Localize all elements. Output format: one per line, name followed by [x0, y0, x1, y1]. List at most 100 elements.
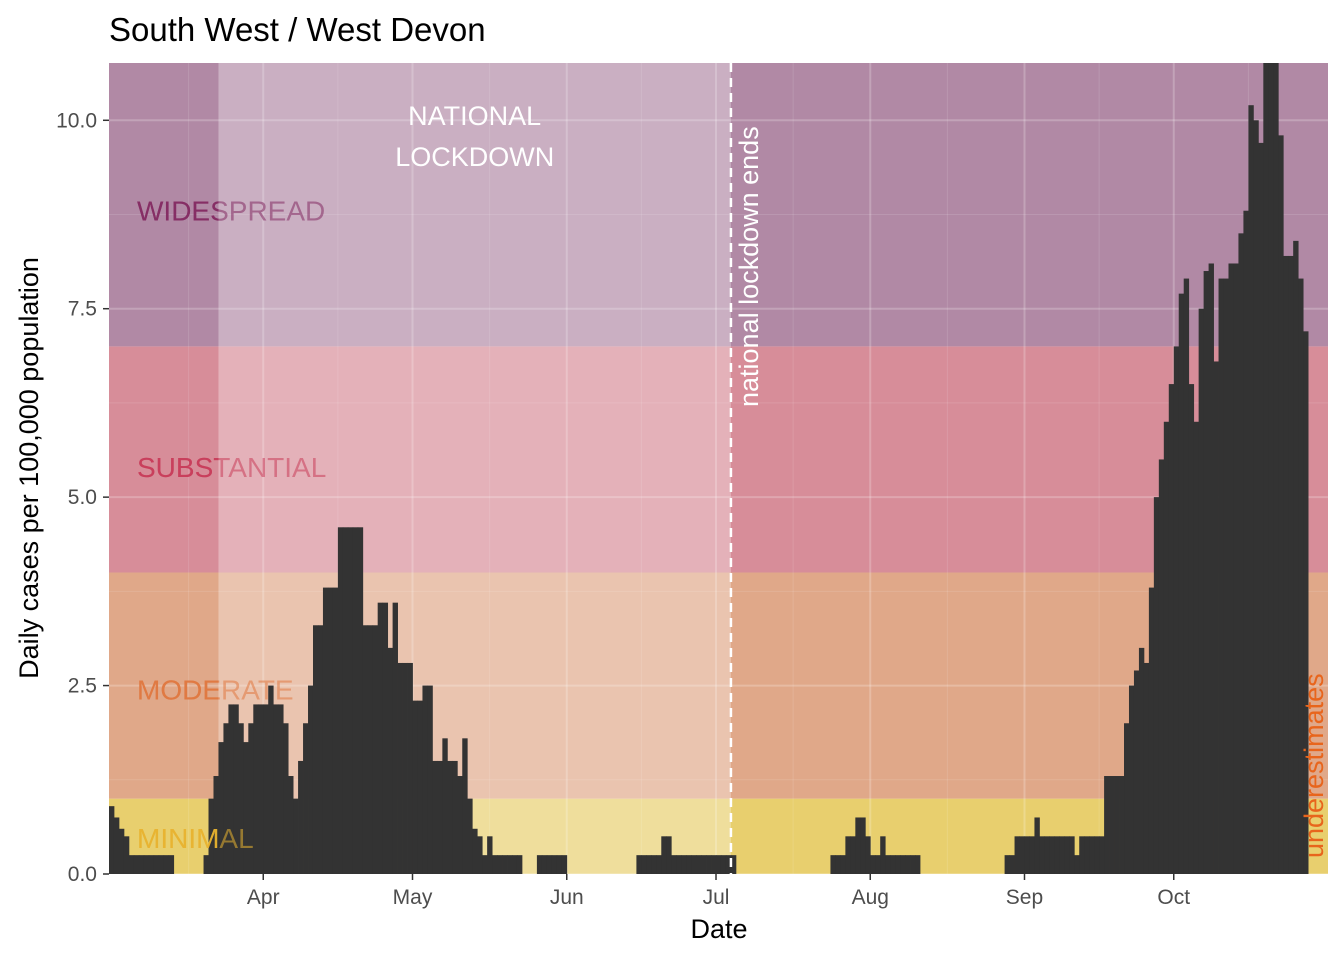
- bar: [1004, 855, 1010, 874]
- bar: [656, 855, 662, 874]
- bar: [248, 723, 254, 874]
- bar: [641, 855, 647, 874]
- bar: [661, 836, 667, 874]
- bar: [1089, 836, 1095, 874]
- bar: [716, 855, 722, 874]
- underestimates-label: underestimates: [1299, 673, 1329, 858]
- bar: [1104, 776, 1110, 874]
- bar: [168, 855, 175, 874]
- y-tick-label: 10.0: [56, 109, 97, 132]
- x-axis: Apr May Jun Jul Aug Sep Oct: [247, 874, 1190, 909]
- band-labels: MINIMALMINIMALMODERATEMODERATESUBSTANTIA…: [137, 196, 326, 854]
- bar: [1119, 776, 1125, 874]
- bar: [1283, 255, 1289, 875]
- bar: [890, 855, 896, 874]
- bar: [138, 855, 145, 874]
- bar: [303, 723, 309, 874]
- bar: [317, 625, 324, 874]
- bar: [1303, 331, 1309, 874]
- bar: [1133, 670, 1140, 874]
- bar: [1029, 836, 1035, 874]
- bar: [1094, 836, 1100, 874]
- bar: [258, 704, 264, 874]
- bar: [417, 700, 423, 874]
- bar: [118, 828, 125, 874]
- bar: [1138, 647, 1145, 874]
- bar: [720, 855, 727, 874]
- bar: [253, 704, 259, 874]
- bar: [840, 855, 846, 874]
- bar: [243, 742, 249, 874]
- bar: [1064, 836, 1070, 874]
- bar: [855, 817, 861, 874]
- bar: [278, 704, 284, 874]
- x-tick-label: Apr: [247, 886, 280, 909]
- bar: [551, 855, 558, 874]
- bar: [1208, 263, 1214, 874]
- bar: [1253, 120, 1259, 874]
- bar: [308, 685, 314, 874]
- bar: [1079, 836, 1085, 874]
- bar: [283, 723, 289, 874]
- bar: [1153, 497, 1160, 874]
- bar: [1143, 662, 1150, 874]
- bar: [541, 855, 548, 874]
- bar: [1148, 587, 1155, 874]
- bar: [128, 855, 135, 874]
- bar: [636, 855, 642, 874]
- bar: [1039, 836, 1045, 874]
- bar: [1243, 210, 1249, 874]
- bar: [1198, 308, 1205, 874]
- bar: [681, 855, 687, 874]
- bar: [1034, 817, 1040, 874]
- bar: [228, 704, 234, 874]
- bar: [860, 817, 866, 874]
- band-label-moderate: MODERATE: [137, 674, 294, 705]
- bar: [113, 817, 120, 874]
- bar: [1014, 836, 1020, 874]
- bar: [427, 685, 433, 874]
- band-widespread: [109, 63, 1328, 347]
- bar: [686, 855, 692, 874]
- bar: [850, 836, 856, 874]
- bar: [412, 700, 418, 874]
- bar: [462, 738, 468, 874]
- bar: [1213, 361, 1219, 874]
- bar: [337, 527, 344, 874]
- bar: [507, 855, 513, 874]
- bar: [512, 855, 518, 874]
- bar: [1258, 142, 1264, 875]
- bar: [880, 836, 886, 874]
- bar: [163, 855, 170, 874]
- chart-title: South West / West Devon: [109, 11, 486, 48]
- annotations: NATIONAL LOCKDOWN national lockdown ends un…: [395, 63, 1329, 874]
- bar: [407, 662, 413, 874]
- bar: [1228, 263, 1234, 874]
- bar: [1273, 63, 1279, 874]
- bar: [143, 855, 150, 874]
- bar: [293, 798, 299, 874]
- bar: [347, 527, 354, 874]
- bar: [218, 742, 224, 874]
- bar: [1233, 263, 1239, 874]
- bar: [725, 855, 732, 874]
- y-axis: 0.0 2.5 5.0 7.5 10.0: [56, 109, 109, 886]
- bar: [432, 760, 438, 874]
- bar: [1049, 836, 1055, 874]
- bar: [1223, 278, 1229, 874]
- bar: [1024, 836, 1030, 874]
- bar: [1069, 836, 1075, 874]
- bar: [1238, 233, 1244, 874]
- bar: [556, 855, 563, 874]
- y-tick-label: 2.5: [68, 675, 97, 698]
- band-label-moderate-dark: MODERATE: [137, 674, 294, 705]
- bar: [312, 625, 319, 874]
- bar: [273, 704, 279, 874]
- bar: [835, 855, 841, 874]
- bar: [646, 855, 652, 874]
- bar: [487, 836, 493, 874]
- bar: [1124, 723, 1130, 874]
- bar: [452, 760, 458, 874]
- bar: [1054, 836, 1060, 874]
- bar: [392, 602, 398, 874]
